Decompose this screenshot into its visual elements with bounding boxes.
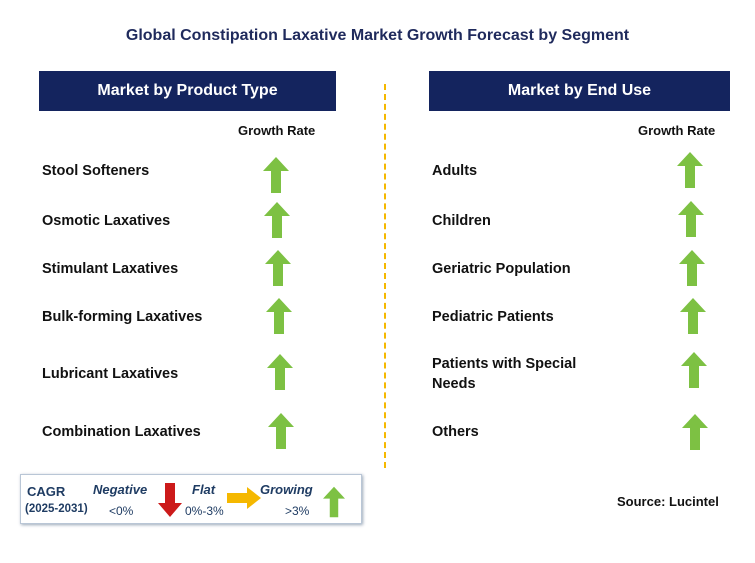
- end-use-header: Market by End Use: [429, 71, 730, 111]
- product-row-label: Bulk-forming Laxatives: [42, 309, 203, 325]
- legend-growing-label: Growing: [260, 482, 313, 497]
- green-up-arrow-icon: [323, 486, 345, 518]
- product-type-growth-label: Growth Rate: [238, 123, 316, 138]
- red-down-arrow-icon: [158, 483, 182, 517]
- product-row-label: Stool Softeners: [42, 163, 150, 179]
- source-note: Source: Lucintel: [617, 494, 719, 509]
- cagr-legend: CAGR (2025-2031) Negative <0% Flat 0%-3%…: [20, 474, 362, 524]
- green-up-arrow-icon: [679, 250, 705, 286]
- end-use-row-label: Geriatric Population: [432, 261, 571, 277]
- legend-cagr-label: CAGR: [27, 484, 66, 499]
- orange-right-arrow-icon: [227, 487, 261, 509]
- legend-years-label: (2025-2031): [25, 503, 88, 515]
- product-row-label: Lubricant Laxatives: [42, 366, 179, 382]
- green-up-arrow-icon: [265, 250, 291, 286]
- green-up-arrow-icon: [263, 157, 289, 193]
- green-up-arrow-icon: [267, 354, 293, 390]
- green-up-arrow-icon: [264, 202, 290, 238]
- page-title: Global Constipation Laxative Market Grow…: [125, 27, 630, 44]
- legend-flat-range: 0%-3%: [185, 504, 224, 518]
- green-up-arrow-icon: [682, 414, 708, 450]
- legend-growing-range: >3%: [285, 504, 310, 518]
- green-up-arrow-icon: [268, 413, 294, 449]
- legend-flat-label: Flat: [192, 482, 216, 497]
- end-use-row-label: Adults: [432, 163, 478, 179]
- end-use-growth-label: Growth Rate: [638, 123, 716, 138]
- product-row-label: Combination Laxatives: [42, 424, 201, 440]
- product-type-header: Market by Product Type: [39, 71, 336, 111]
- end-use-row-label: Others: [432, 424, 479, 440]
- end-use-row-label: Children: [432, 213, 491, 229]
- green-up-arrow-icon: [681, 352, 707, 388]
- green-up-arrow-icon: [678, 201, 704, 237]
- end-use-row-label: Patients with Special Needs: [432, 356, 577, 392]
- panel-divider: [384, 84, 386, 468]
- product-row-label: Osmotic Laxatives: [42, 213, 171, 229]
- legend-negative-range: <0%: [109, 504, 134, 518]
- legend-negative-label: Negative: [93, 482, 148, 497]
- product-row-label: Stimulant Laxatives: [42, 261, 179, 277]
- green-up-arrow-icon: [266, 298, 292, 334]
- green-up-arrow-icon: [677, 152, 703, 188]
- green-up-arrow-icon: [680, 298, 706, 334]
- end-use-row-label: Pediatric Patients: [432, 309, 554, 325]
